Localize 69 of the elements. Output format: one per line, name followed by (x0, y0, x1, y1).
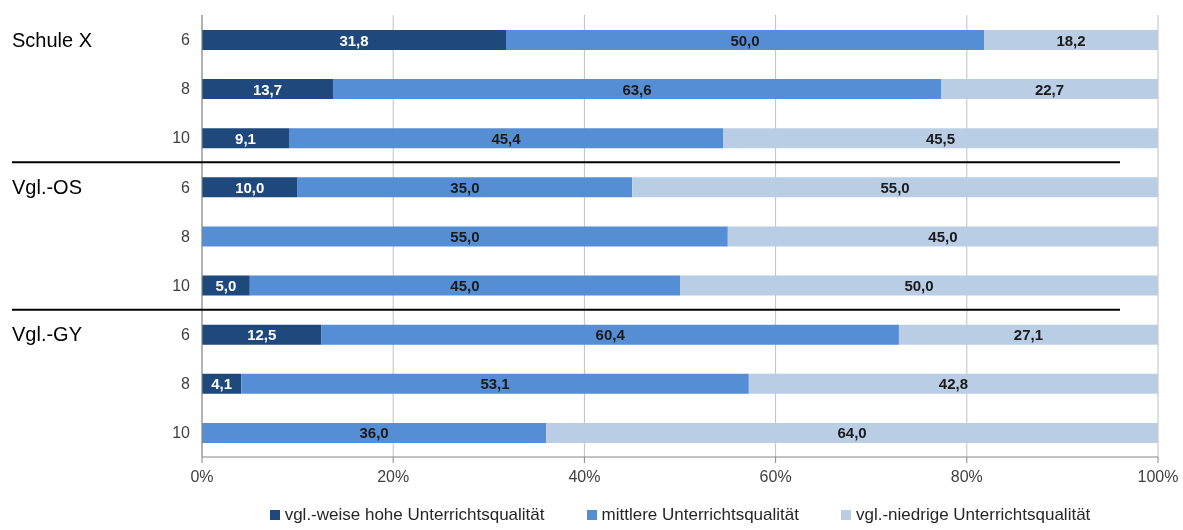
data-label: 27,1 (1013, 326, 1044, 344)
x-tick-label: 60% (759, 468, 792, 486)
data-label: 36,0 (359, 424, 389, 442)
bar (680, 275, 1158, 296)
bar (202, 30, 507, 50)
x-tick-label: 100% (1137, 468, 1179, 486)
legend-label: vgl.-niedrige Unterrichtsqualität (855, 505, 1091, 525)
bar (984, 30, 1158, 50)
bar (289, 128, 724, 149)
y-tick-label: 8 (181, 375, 191, 393)
data-label: 22,7 (1034, 80, 1065, 98)
data-label: 60,4 (595, 326, 626, 344)
bar (321, 324, 899, 345)
data-label: 45,0 (450, 277, 480, 295)
legend-label: vgl.-weise hohe Unterrichtsqualität (284, 505, 545, 525)
bar (241, 373, 749, 394)
bar (249, 275, 680, 296)
bar (202, 422, 547, 443)
data-label: 63,6 (622, 80, 652, 98)
bar (202, 128, 289, 149)
data-label: 10,0 (235, 178, 265, 196)
x-tick-label: 40% (568, 468, 601, 486)
bar (297, 177, 633, 198)
bar (748, 373, 1158, 394)
bar (202, 79, 333, 100)
data-label: 42,8 (938, 375, 969, 393)
bar (898, 324, 1158, 345)
bar (632, 177, 1158, 198)
text: Vgl.-OS (12, 175, 83, 198)
bar (332, 79, 941, 100)
bar (940, 79, 1158, 100)
y-tick-label: 10 (172, 276, 191, 294)
data-label: 18,2 (1056, 31, 1086, 49)
text: Schule X (12, 28, 93, 51)
y-tick-label: 8 (181, 227, 191, 245)
bar (202, 324, 322, 345)
bar (723, 128, 1158, 149)
bar (202, 177, 298, 198)
y-tick-label: 8 (181, 80, 191, 98)
y-tick-label: 10 (172, 424, 191, 442)
bar (506, 30, 985, 50)
data-label: 64,0 (837, 424, 867, 442)
text: Vgl.-GY (12, 323, 83, 346)
data-label: 55,0 (880, 178, 910, 196)
data-label: 9,1 (235, 129, 256, 147)
x-tick-label: 80% (950, 468, 983, 486)
data-label: 4,1 (211, 375, 233, 393)
bar (727, 226, 1158, 247)
data-label: 50,0 (730, 31, 760, 49)
y-tick-label: 10 (172, 129, 191, 147)
y-tick-label: 6 (181, 178, 191, 196)
bar (202, 226, 728, 247)
x-tick-label: 0% (190, 468, 214, 486)
data-label: 45,0 (928, 227, 958, 245)
data-label: 12,5 (247, 326, 277, 344)
y-tick-label: 6 (181, 325, 191, 343)
y-tick-label: 6 (181, 31, 191, 49)
data-label: 45,4 (491, 129, 522, 147)
data-label: 45,5 (925, 129, 956, 147)
x-tick-label: 20% (377, 468, 410, 486)
bar (546, 422, 1158, 443)
data-label: 53,1 (480, 375, 510, 393)
data-label: 13,7 (252, 80, 283, 98)
data-label: 5,0 (215, 277, 237, 295)
data-label: 55,0 (450, 227, 480, 245)
legend-label: mittlere Unterrichtsqualität (601, 505, 799, 525)
data-label: 35,0 (450, 178, 480, 196)
data-label: 31,8 (339, 31, 369, 49)
data-label: 50,0 (904, 277, 934, 295)
